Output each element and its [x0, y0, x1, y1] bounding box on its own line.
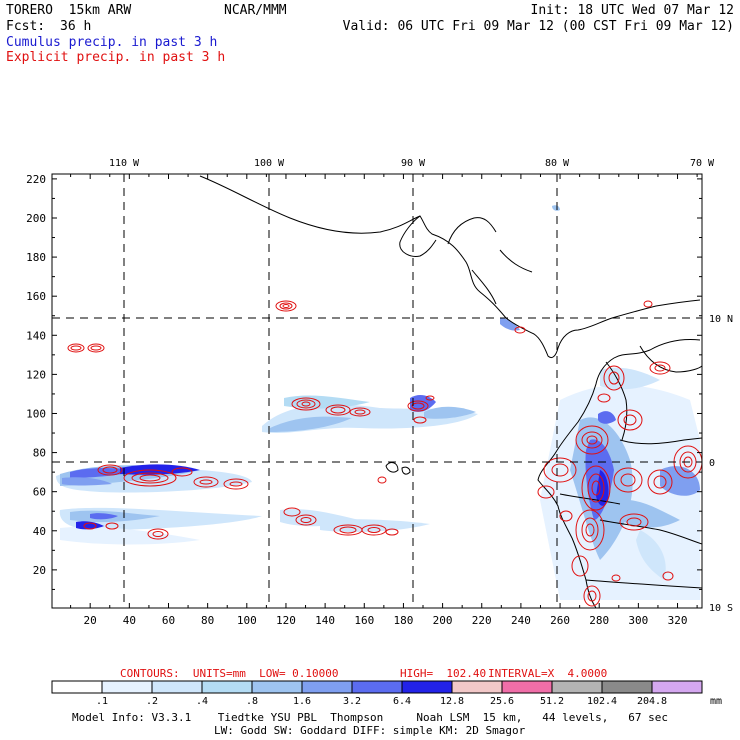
legend-value-label: .8 — [245, 696, 259, 707]
legend-swatch — [601, 680, 653, 694]
x-tick-label: 180 — [393, 614, 413, 627]
x-tick-label: 80 — [201, 614, 214, 627]
longitude-label: 110 W — [109, 158, 140, 169]
explicit-precip-contours — [67, 300, 702, 607]
legend-value-label: 51.2 — [539, 696, 565, 707]
x-tick-label: 200 — [433, 614, 453, 627]
longitude-label: 70 W — [690, 158, 715, 169]
legend-swatch — [501, 680, 553, 694]
y-tick-label: 60 — [33, 486, 46, 499]
longitude-labels: 110 W 100 W 90 W 80 W 70 W — [109, 158, 715, 169]
contour-high-label: HIGH= 102.40 — [400, 667, 487, 680]
x-tick-label: 100 — [237, 614, 257, 627]
cumulus-precip-shading — [56, 205, 700, 600]
longitude-label: 100 W — [254, 158, 285, 169]
x-tick-label: 240 — [511, 614, 531, 627]
organization-label: NCAR/MMM — [224, 3, 287, 18]
x-tick-label: 140 — [315, 614, 335, 627]
forecast-hours: 36 h — [60, 19, 92, 34]
legend-swatch — [51, 680, 103, 694]
legend-swatch — [551, 680, 603, 694]
plot-frame — [51, 173, 703, 609]
precip-color-legend — [51, 680, 703, 694]
x-tick-label: 280 — [589, 614, 609, 627]
forecast-label: Fcst: — [6, 19, 46, 34]
x-tick-label: 320 — [668, 614, 688, 627]
legend-value-label: 12.8 — [439, 696, 465, 707]
legend-swatch — [401, 680, 453, 694]
legend-swatch — [251, 680, 303, 694]
legend-swatch — [301, 680, 353, 694]
x-tick-label: 220 — [472, 614, 492, 627]
y-tick-label: 160 — [26, 290, 46, 303]
legend-value-label: 204.8 — [636, 696, 668, 707]
y-tick-label: 40 — [33, 525, 46, 538]
y-tick-label: 100 — [26, 407, 46, 420]
cumulus-precip-label: Cumulus precip. in past 3 h — [6, 35, 218, 50]
legend-value-label: 25.6 — [489, 696, 515, 707]
legend-swatch — [451, 680, 503, 694]
legend-value-label: 6.4 — [392, 696, 412, 707]
y-tick-label: 220 — [26, 173, 46, 186]
latitude-label: 0 — [709, 458, 715, 469]
lat-lon-gridlines — [52, 174, 702, 608]
x-tick-label: 260 — [550, 614, 570, 627]
legend-swatch — [651, 680, 703, 694]
legend-value-label: .1 — [95, 696, 109, 707]
legend-unit: mm — [709, 696, 723, 707]
x-axis-ticks: 20 40 60 80 100 120 140 160 180 200 220 240 260 280 30… — [70, 174, 698, 627]
x-tick-label: 40 — [123, 614, 136, 627]
legend-swatch — [351, 680, 403, 694]
longitude-label: 80 W — [545, 158, 570, 169]
legend-value-label: 102.4 — [586, 696, 618, 707]
model-info-line1: Model Info: V3.3.1 Tiedtke YSU PBL Thomp… — [72, 711, 669, 724]
y-tick-label: 200 — [26, 212, 46, 225]
x-tick-label: 160 — [354, 614, 374, 627]
latitude-label: 10 S — [709, 603, 733, 614]
y-axis-ticks: 220 200 180 160 140 120 100 80 60 40 20 — [26, 173, 702, 590]
model-info-line2: LW: Godd SW: Goddard DIFF: simple KM: 2D… — [214, 724, 526, 737]
y-tick-label: 80 — [33, 447, 46, 460]
init-time: Init: 18 UTC Wed 07 Mar 12 — [530, 3, 735, 18]
y-tick-label: 180 — [26, 251, 46, 264]
explicit-precip-label: Explicit precip. in past 3 h — [6, 50, 226, 65]
latitude-labels: 10 N 0 10 S — [709, 314, 733, 614]
legend-swatch — [201, 680, 253, 694]
contour-interval-label: INTERVAL=X 4.0000 — [488, 667, 608, 680]
legend-value-label: .2 — [145, 696, 159, 707]
longitude-label: 90 W — [401, 158, 426, 169]
x-tick-label: 60 — [162, 614, 175, 627]
contour-units-label: CONTOURS: UNITS=mm LOW= 0.10000 — [120, 667, 339, 680]
legend-value-label: .4 — [195, 696, 209, 707]
legend-value-label: 3.2 — [342, 696, 362, 707]
y-tick-label: 120 — [26, 368, 46, 381]
legend-swatch — [151, 680, 203, 694]
valid-time: Valid: 06 UTC Fri 09 Mar 12 (00 CST Fri … — [342, 19, 734, 34]
y-tick-label: 140 — [26, 329, 46, 342]
x-tick-label: 120 — [276, 614, 296, 627]
legend-value-label: 1.6 — [292, 696, 312, 707]
x-tick-label: 300 — [628, 614, 648, 627]
y-tick-label: 20 — [33, 564, 46, 577]
x-tick-label: 20 — [84, 614, 97, 627]
model-title: TORERO 15km ARW — [6, 3, 132, 18]
coastlines — [199, 175, 702, 608]
legend-swatch — [101, 680, 153, 694]
latitude-label: 10 N — [709, 314, 733, 325]
